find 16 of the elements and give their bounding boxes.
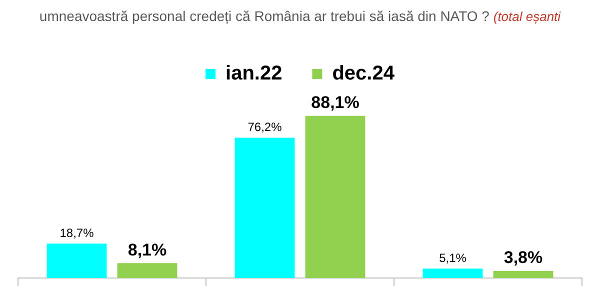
data-label: 88,1% — [311, 93, 360, 112]
data-label: 5,1% — [439, 250, 467, 265]
legend-label: ian.22 — [226, 62, 282, 85]
data-label: 18,7% — [60, 226, 94, 240]
bar — [117, 263, 178, 278]
bar — [305, 116, 366, 278]
bar — [422, 268, 483, 278]
data-label: 8,1% — [128, 240, 167, 260]
text: (total eșanti — [493, 9, 561, 24]
bar — [234, 138, 295, 278]
bar — [46, 244, 107, 278]
data-label: 76,2% — [248, 120, 282, 134]
data-label: 3,8% — [504, 248, 543, 268]
legend-label: dec.24 — [332, 62, 396, 85]
bar — [493, 271, 554, 278]
chart-title: umneavoastră personal credeți că România ar trebui să iasă din NATO ? — [39, 8, 490, 24]
